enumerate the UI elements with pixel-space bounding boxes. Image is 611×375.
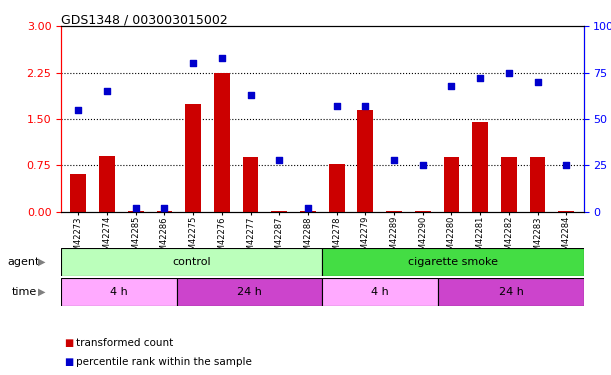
Bar [271, 211, 287, 212]
Point [418, 162, 428, 168]
Text: ■: ■ [64, 357, 73, 367]
Bar [61, 278, 177, 306]
Point [475, 75, 485, 81]
Text: agent: agent [7, 256, 40, 267]
Bar [70, 174, 86, 212]
Point [303, 205, 313, 211]
Point [332, 103, 342, 109]
Text: GDS1348 / 003003015002: GDS1348 / 003003015002 [61, 13, 228, 26]
Text: 24 h: 24 h [499, 286, 524, 297]
Bar [444, 158, 459, 212]
Point [447, 82, 456, 88]
Text: time: time [12, 286, 37, 297]
Bar [323, 278, 439, 306]
Text: 4 h: 4 h [371, 286, 389, 297]
Bar [558, 211, 574, 212]
Bar [472, 122, 488, 212]
Point [360, 103, 370, 109]
Bar [61, 248, 323, 276]
Bar [530, 158, 546, 212]
Text: cigarette smoke: cigarette smoke [408, 256, 498, 267]
Point [159, 205, 169, 211]
Bar [128, 211, 144, 212]
Bar [300, 211, 316, 212]
Point [73, 107, 83, 113]
Bar [243, 158, 258, 212]
Bar [386, 211, 402, 212]
Text: ▶: ▶ [38, 286, 45, 297]
Point [246, 92, 255, 98]
Point [102, 88, 112, 94]
Bar [415, 211, 431, 212]
Bar [185, 104, 201, 212]
Bar [214, 73, 230, 212]
Text: 24 h: 24 h [237, 286, 262, 297]
Bar [99, 156, 115, 212]
Text: percentile rank within the sample: percentile rank within the sample [76, 357, 252, 367]
Bar [177, 278, 323, 306]
Point [562, 162, 571, 168]
Text: control: control [172, 256, 211, 267]
Bar [357, 110, 373, 212]
Text: 4 h: 4 h [110, 286, 128, 297]
Bar [156, 211, 172, 212]
Point [188, 60, 198, 66]
Point [389, 157, 399, 163]
Point [504, 70, 514, 76]
Point [274, 157, 284, 163]
Point [131, 205, 141, 211]
Text: ■: ■ [64, 338, 73, 348]
Bar [501, 158, 517, 212]
Point [533, 79, 543, 85]
Text: transformed count: transformed count [76, 338, 174, 348]
Point [217, 55, 227, 61]
Bar [323, 248, 584, 276]
Bar [329, 164, 345, 212]
Bar [439, 278, 584, 306]
Text: ▶: ▶ [38, 256, 45, 267]
